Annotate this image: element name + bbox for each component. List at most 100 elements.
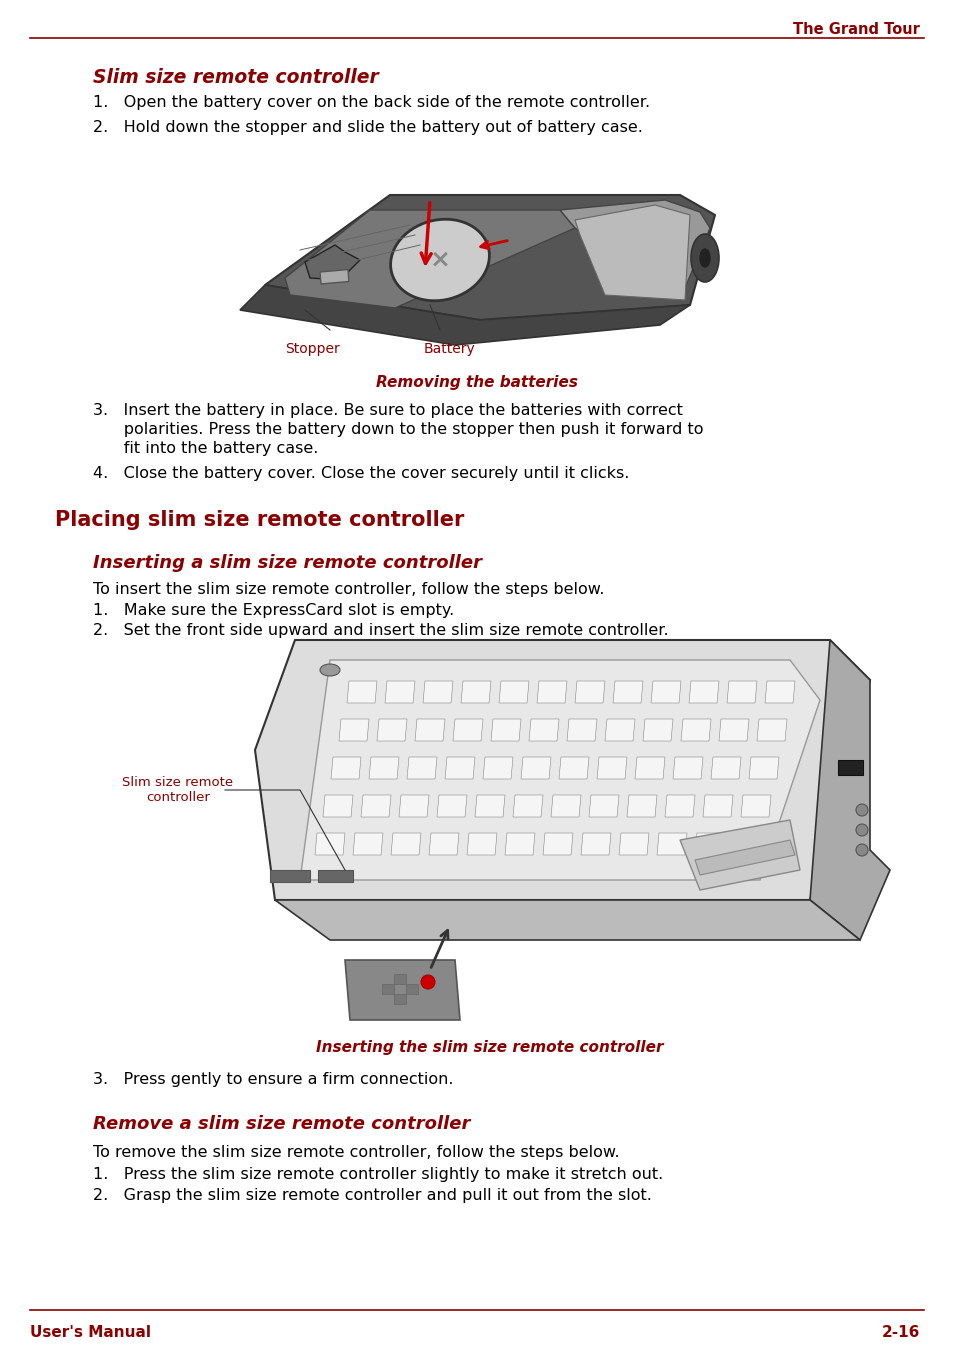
Polygon shape: [680, 719, 710, 740]
Text: ×: ×: [429, 249, 450, 272]
Polygon shape: [688, 681, 719, 703]
Text: To remove the slim size remote controller, follow the steps below.: To remove the slim size remote controlle…: [92, 1146, 619, 1161]
Text: 2.   Grasp the slim size remote controller and pull it out from the slot.: 2. Grasp the slim size remote controller…: [92, 1188, 651, 1202]
Polygon shape: [757, 719, 786, 740]
Polygon shape: [740, 794, 770, 817]
Polygon shape: [695, 834, 724, 855]
Polygon shape: [726, 681, 757, 703]
Polygon shape: [809, 640, 889, 940]
Bar: [319, 270, 349, 284]
Text: Battery: Battery: [424, 342, 476, 357]
Polygon shape: [353, 834, 382, 855]
Circle shape: [855, 804, 867, 816]
Polygon shape: [664, 794, 695, 817]
Polygon shape: [635, 757, 664, 780]
Polygon shape: [436, 794, 467, 817]
Text: Inserting the slim size remote controller: Inserting the slim size remote controlle…: [315, 1040, 663, 1055]
Text: 3.   Insert the battery in place. Be sure to place the batteries with correct: 3. Insert the battery in place. Be sure …: [92, 403, 682, 417]
Text: Placing slim size remote controller: Placing slim size remote controller: [55, 509, 464, 530]
Text: polarities. Press the battery down to the stopper then push it forward to: polarities. Press the battery down to th…: [92, 422, 702, 436]
Ellipse shape: [690, 234, 719, 282]
Polygon shape: [453, 719, 482, 740]
Bar: [317, 870, 353, 882]
Polygon shape: [580, 834, 610, 855]
Text: 2.   Hold down the stopper and slide the battery out of battery case.: 2. Hold down the stopper and slide the b…: [92, 120, 642, 135]
Polygon shape: [385, 681, 415, 703]
Polygon shape: [407, 757, 436, 780]
Polygon shape: [347, 681, 376, 703]
Text: 1.   Press the slim size remote controller slightly to make it stretch out.: 1. Press the slim size remote controller…: [92, 1167, 662, 1182]
Polygon shape: [254, 640, 869, 900]
Bar: [394, 994, 406, 1004]
Polygon shape: [657, 834, 686, 855]
Text: Stopper: Stopper: [285, 342, 340, 357]
Polygon shape: [672, 757, 702, 780]
Polygon shape: [575, 205, 689, 300]
Polygon shape: [338, 719, 369, 740]
Polygon shape: [270, 661, 820, 880]
Polygon shape: [482, 757, 513, 780]
Polygon shape: [529, 719, 558, 740]
Bar: [837, 761, 862, 775]
Bar: [394, 974, 406, 984]
Polygon shape: [265, 195, 714, 320]
Polygon shape: [626, 794, 657, 817]
Polygon shape: [558, 757, 588, 780]
Polygon shape: [732, 834, 762, 855]
Polygon shape: [504, 834, 535, 855]
Text: 2-16: 2-16: [881, 1325, 919, 1340]
Polygon shape: [391, 834, 420, 855]
Text: Inserting a slim size remote controller: Inserting a slim size remote controller: [92, 554, 481, 571]
Polygon shape: [566, 719, 597, 740]
Polygon shape: [613, 681, 642, 703]
Polygon shape: [642, 719, 672, 740]
Polygon shape: [542, 834, 573, 855]
Text: 4.   Close the battery cover. Close the cover securely until it clicks.: 4. Close the battery cover. Close the co…: [92, 466, 629, 481]
Polygon shape: [597, 757, 626, 780]
Polygon shape: [537, 681, 566, 703]
Polygon shape: [323, 794, 353, 817]
Text: Remove a slim size remote controller: Remove a slim size remote controller: [92, 1115, 470, 1133]
Text: Slim size remote
controller: Slim size remote controller: [122, 775, 233, 804]
Polygon shape: [240, 285, 689, 345]
Polygon shape: [285, 209, 575, 308]
Polygon shape: [559, 200, 709, 300]
Polygon shape: [398, 794, 429, 817]
Text: fit into the battery case.: fit into the battery case.: [92, 440, 318, 457]
Polygon shape: [702, 794, 732, 817]
Text: Removing the batteries: Removing the batteries: [375, 376, 578, 390]
Text: The Grand Tour: The Grand Tour: [792, 22, 919, 36]
Polygon shape: [314, 834, 345, 855]
Polygon shape: [650, 681, 680, 703]
Text: To insert the slim size remote controller, follow the steps below.: To insert the slim size remote controlle…: [92, 582, 604, 597]
Text: 1.   Open the battery cover on the back side of the remote controller.: 1. Open the battery cover on the back si…: [92, 95, 649, 109]
Polygon shape: [604, 719, 635, 740]
Polygon shape: [710, 757, 740, 780]
Polygon shape: [467, 834, 497, 855]
Polygon shape: [345, 961, 459, 1020]
Text: 1.   Make sure the ExpressCard slot is empty.: 1. Make sure the ExpressCard slot is emp…: [92, 603, 454, 617]
Polygon shape: [331, 757, 360, 780]
Polygon shape: [575, 681, 604, 703]
Polygon shape: [305, 245, 359, 280]
Polygon shape: [422, 681, 453, 703]
Bar: [381, 984, 394, 994]
Circle shape: [855, 844, 867, 857]
Polygon shape: [695, 840, 794, 875]
Polygon shape: [460, 681, 491, 703]
Polygon shape: [491, 719, 520, 740]
Bar: [270, 870, 310, 882]
Ellipse shape: [319, 663, 339, 676]
Polygon shape: [551, 794, 580, 817]
Bar: [406, 984, 417, 994]
Polygon shape: [444, 757, 475, 780]
Polygon shape: [513, 794, 542, 817]
Polygon shape: [415, 719, 444, 740]
Circle shape: [855, 824, 867, 836]
Polygon shape: [475, 794, 504, 817]
Ellipse shape: [390, 219, 489, 301]
Polygon shape: [719, 719, 748, 740]
Polygon shape: [588, 794, 618, 817]
Text: 2.   Set the front side upward and insert the slim size remote controller.: 2. Set the front side upward and insert …: [92, 623, 668, 638]
Text: Slim size remote controller: Slim size remote controller: [92, 68, 378, 86]
